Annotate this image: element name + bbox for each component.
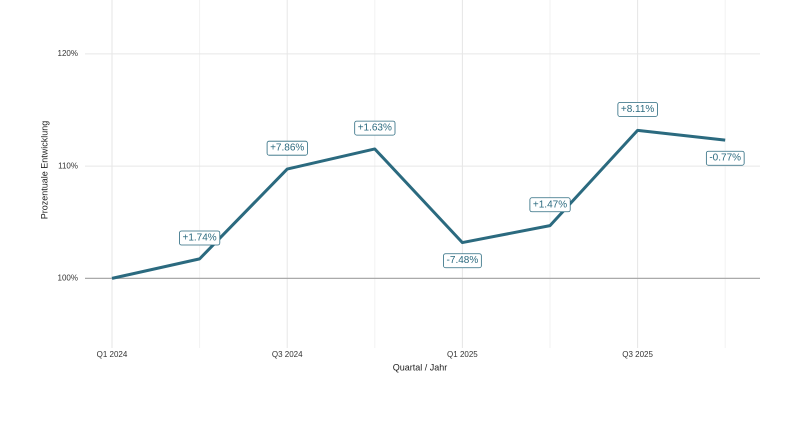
line [111,128,726,280]
change-label-text: +8.11% [621,104,655,115]
change-label: +7.86% [266,140,308,156]
x-tick-label: Q1 2025 [447,350,478,359]
y-tick-label: 120% [58,49,78,58]
label-box [354,120,396,136]
x-tick-label: Q3 2025 [622,350,653,359]
change-label: +8.11% [617,102,658,117]
change-label-text: +1.74% [182,233,216,244]
label-box [179,230,221,246]
label-box [617,102,658,117]
change-label: -7.48% [443,253,482,269]
label-box [705,150,745,166]
label-box [443,253,482,269]
x-tick-label: Q1 2024 [97,350,128,359]
change-label-text: -0.77% [709,153,741,164]
label-box [529,197,571,213]
label-box [266,140,308,156]
y-axis-title: Prozentuale Entwicklung [39,121,49,220]
change-label: +1.74% [179,230,221,246]
change-label: +1.63% [354,120,396,136]
change-label-text: +1.47% [533,199,567,210]
y-tick-label: 110% [58,161,78,170]
change-label-text: -7.48% [447,255,479,266]
change-label: -0.77% [705,150,745,166]
change-label-text: +7.86% [270,143,304,154]
x-tick-label: Q3 2024 [272,350,303,359]
change-label: +1.47% [529,197,571,213]
change-label-text: +1.63% [358,123,392,134]
y-tick-label: 100% [58,274,78,283]
x-axis-title: Quartal / Jahr [393,362,448,372]
grid [85,0,760,348]
